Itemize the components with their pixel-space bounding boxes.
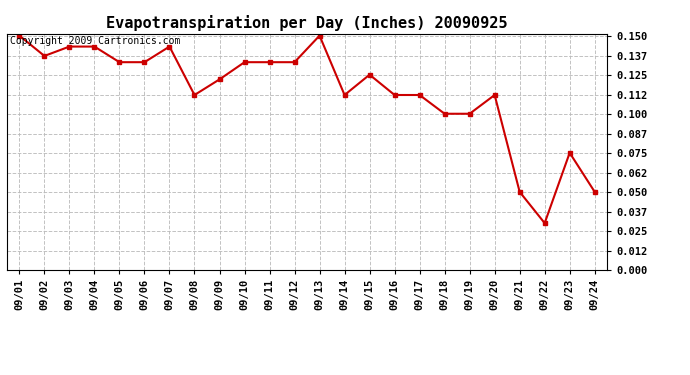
Title: Evapotranspiration per Day (Inches) 20090925: Evapotranspiration per Day (Inches) 2009… <box>106 15 508 31</box>
Text: Copyright 2009 Cartronics.com: Copyright 2009 Cartronics.com <box>10 36 180 46</box>
